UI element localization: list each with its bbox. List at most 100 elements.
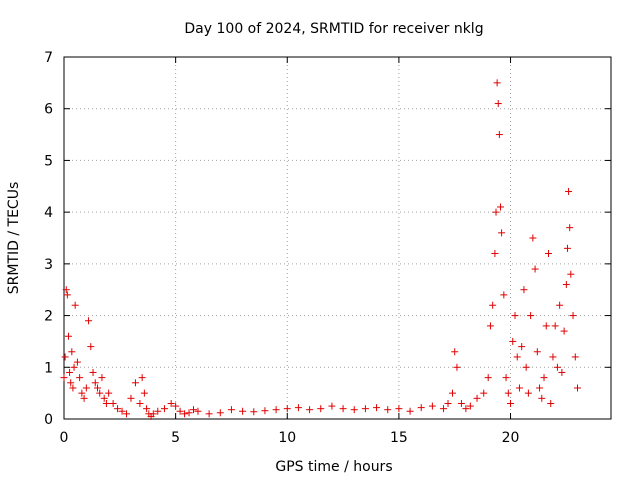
data-point xyxy=(98,374,106,382)
data-point xyxy=(527,312,535,320)
data-point xyxy=(205,410,213,418)
data-point xyxy=(350,406,358,414)
data-point xyxy=(143,405,151,413)
data-point xyxy=(565,187,573,195)
data-point xyxy=(114,405,122,413)
data-point xyxy=(93,384,101,392)
data-point xyxy=(566,224,574,232)
data-point xyxy=(105,389,113,397)
data-point xyxy=(70,363,78,371)
data-point xyxy=(466,402,474,410)
data-point xyxy=(538,394,546,402)
y-axis-label: SRMTID / TECUs xyxy=(6,182,22,295)
data-point xyxy=(138,374,146,382)
data-point xyxy=(71,301,79,309)
data-point xyxy=(556,301,564,309)
data-point xyxy=(76,374,84,382)
data-point xyxy=(542,322,550,330)
data-point xyxy=(306,406,314,414)
data-point xyxy=(123,410,131,418)
data-point xyxy=(100,394,108,402)
data-point xyxy=(73,358,81,366)
x-tick-label: 15 xyxy=(390,430,408,446)
data-point xyxy=(518,343,526,351)
data-point xyxy=(339,405,347,413)
data-point xyxy=(261,407,269,415)
data-point xyxy=(85,317,93,325)
data-point xyxy=(448,389,456,397)
y-tick-label: 6 xyxy=(44,102,53,118)
data-point xyxy=(67,379,75,387)
data-point xyxy=(140,389,148,397)
data-point xyxy=(544,250,552,258)
data-point xyxy=(567,270,575,278)
data-marks xyxy=(60,79,582,420)
data-point xyxy=(428,402,436,410)
data-point xyxy=(440,405,448,413)
data-point xyxy=(451,348,459,356)
y-tick-label: 7 xyxy=(44,50,53,66)
tick-layer: 0 5 10 15 20 0 1 2 3 4 5 6 7 xyxy=(44,50,611,446)
data-point xyxy=(181,410,189,418)
data-point xyxy=(328,402,336,410)
data-point xyxy=(109,399,117,407)
plot-frame xyxy=(63,56,612,420)
data-point xyxy=(489,301,497,309)
data-point xyxy=(533,348,541,356)
data-point xyxy=(486,322,494,330)
data-point xyxy=(406,407,414,415)
grid-layer xyxy=(64,57,611,419)
x-tick-label: 20 xyxy=(502,430,520,446)
x-tick-label: 5 xyxy=(171,430,180,446)
data-point xyxy=(453,363,461,371)
data-point xyxy=(444,399,452,407)
data-point xyxy=(558,368,566,376)
data-point xyxy=(473,394,481,402)
data-point xyxy=(536,384,544,392)
data-point xyxy=(574,384,582,392)
data-point xyxy=(551,322,559,330)
data-point xyxy=(68,348,76,356)
data-point xyxy=(149,410,157,418)
y-tick-label: 5 xyxy=(44,153,53,169)
data-point xyxy=(102,399,110,407)
data-point xyxy=(136,399,144,407)
data-point xyxy=(89,368,97,376)
data-point xyxy=(373,404,381,412)
data-point xyxy=(511,312,519,320)
data-point xyxy=(553,363,561,371)
data-point xyxy=(283,405,291,413)
data-point xyxy=(127,394,135,402)
data-point xyxy=(118,407,126,415)
data-point xyxy=(502,374,510,382)
data-point xyxy=(60,374,68,382)
data-point xyxy=(361,405,369,413)
data-point xyxy=(524,389,532,397)
data-point xyxy=(496,203,504,211)
data-point xyxy=(560,327,568,335)
data-point xyxy=(176,407,184,415)
data-point xyxy=(417,404,425,412)
data-point xyxy=(82,384,90,392)
data-point xyxy=(194,407,202,415)
data-point xyxy=(239,407,247,415)
data-point xyxy=(216,409,224,417)
data-point xyxy=(513,353,521,361)
data-point xyxy=(250,408,258,416)
data-point xyxy=(91,379,99,387)
y-tick-label: 0 xyxy=(44,412,53,428)
data-point xyxy=(395,405,403,413)
data-point xyxy=(547,399,555,407)
data-point xyxy=(64,332,72,340)
data-point xyxy=(66,368,74,376)
data-point xyxy=(540,374,548,382)
data-point xyxy=(272,406,280,414)
data-point xyxy=(495,131,503,139)
data-point xyxy=(80,394,88,402)
x-axis-label: GPS time / hours xyxy=(275,459,392,475)
y-tick-label: 3 xyxy=(44,257,53,273)
data-point xyxy=(522,363,530,371)
data-point xyxy=(484,374,492,382)
y-tick-label: 4 xyxy=(44,205,53,221)
